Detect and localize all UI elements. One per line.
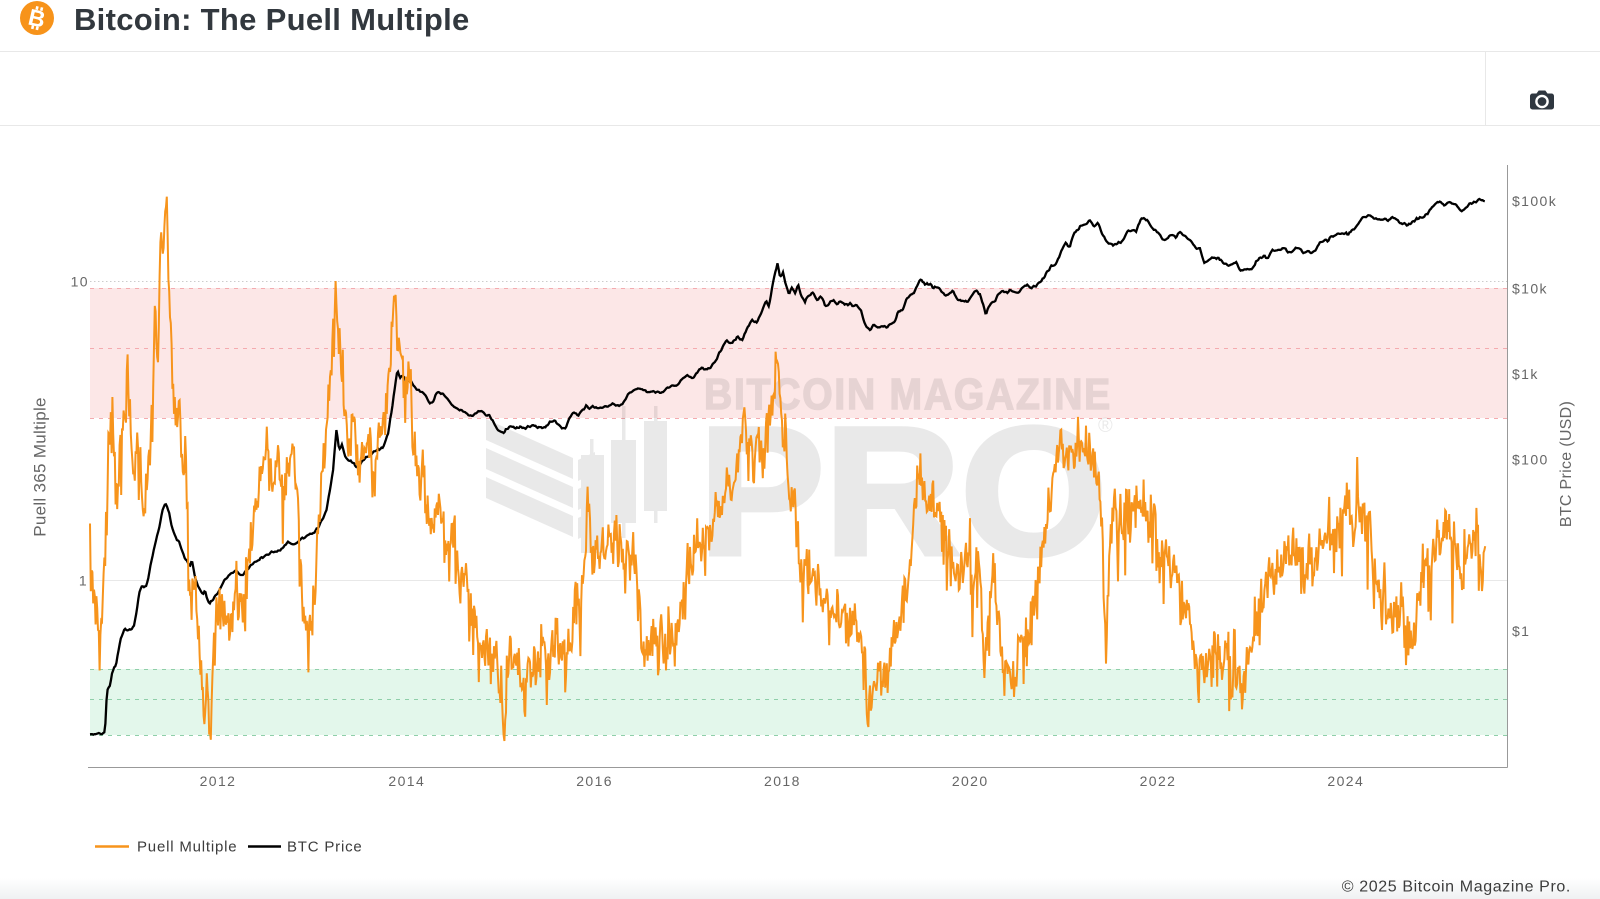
svg-text:®: ® (1098, 415, 1113, 437)
svg-text:$100: $100 (1512, 452, 1549, 468)
svg-text:BTC Price: BTC Price (287, 839, 363, 856)
svg-text:2016: 2016 (576, 773, 613, 789)
svg-text:2022: 2022 (1140, 773, 1177, 789)
svg-text:© 2025 Bitcoin Magazine Pro.: © 2025 Bitcoin Magazine Pro. (1342, 879, 1571, 896)
svg-text:Puell Multiple: Puell Multiple (137, 839, 237, 856)
svg-text:2024: 2024 (1327, 773, 1364, 789)
svg-text:PRO: PRO (699, 389, 1107, 593)
svg-text:$100k: $100k (1512, 193, 1557, 209)
svg-text:Bitcoin: The Puell Multiple: Bitcoin: The Puell Multiple (74, 2, 470, 37)
svg-text:10: 10 (71, 274, 89, 290)
svg-text:BTC Price (USD): BTC Price (USD) (1558, 401, 1575, 527)
svg-text:$1k: $1k (1512, 366, 1539, 382)
svg-text:2012: 2012 (200, 773, 237, 789)
svg-text:2018: 2018 (764, 773, 801, 789)
svg-text:2020: 2020 (952, 773, 989, 789)
svg-text:2014: 2014 (388, 773, 425, 789)
svg-text:1: 1 (79, 573, 88, 589)
svg-text:$1: $1 (1512, 623, 1530, 639)
svg-text:$10k: $10k (1512, 281, 1548, 297)
svg-text:Puell 365 Multiple: Puell 365 Multiple (31, 397, 50, 537)
